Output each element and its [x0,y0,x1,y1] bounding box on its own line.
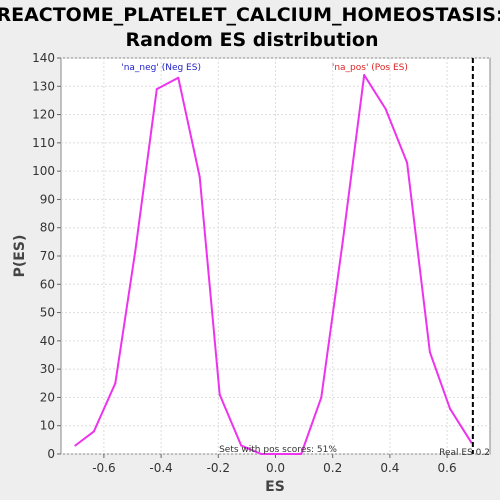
y-tick-label: 70 [40,249,55,263]
chart-title: REACTOME_PLATELET_CALCIUM_HOMEOSTASIS: [0,4,500,26]
es-data-point [240,444,243,447]
es-data-point [134,249,137,252]
chart-subtitle: Random ES distribution [125,29,378,51]
x-tick-label: 0.6 [438,461,457,475]
x-tick-label: -0.6 [92,461,115,475]
pos-scores-note: Sets with pos scores: 51% [219,445,337,455]
es-data-point [92,430,95,433]
y-tick-label: 90 [40,192,55,206]
neg-es-annotation: 'na_neg' (Neg ES) [121,63,201,73]
es-data-point [406,161,409,164]
y-axis-ticks: 0 10 20 30 40 50 60 70 80 90 100 110 120 130 140 [32,51,61,461]
es-data-point [155,88,158,91]
y-tick-label: 80 [40,221,55,235]
y-tick-label: 20 [40,390,55,404]
y-tick-label: 30 [40,362,55,376]
y-tick-label: 40 [40,334,55,348]
x-tick-label: -0.2 [207,461,230,475]
y-tick-label: 110 [32,136,55,150]
x-tick-label: 0.4 [380,461,399,475]
es-data-point [363,73,366,76]
es-data-point [177,76,180,79]
es-data-point [320,396,323,399]
x-tick-label: -0.4 [149,461,172,475]
es-data-point [341,240,344,243]
es-data-point [218,393,221,396]
x-axis-ticks: -0.6 -0.4 -0.2 0.0 0.2 0.4 0.6 [92,454,457,475]
y-tick-label: 120 [32,108,55,122]
series-group [74,73,473,455]
y-tick-label: 130 [32,79,55,93]
es-data-point [114,382,117,385]
es-data-point [198,175,201,178]
x-tick-label: 0.0 [266,461,285,475]
x-tick-label: 0.2 [323,461,342,475]
x-axis-label: ES [265,479,285,495]
y-tick-label: 100 [32,164,55,178]
y-tick-label: 60 [40,277,55,291]
y-tick-label: 0 [47,447,55,461]
es-data-point [300,453,303,455]
y-tick-label: 50 [40,306,55,320]
es-data-point [448,407,451,410]
es-series-line [74,74,473,455]
real-es-label: Real ES 0.2 [439,448,490,458]
es-data-point [428,351,431,354]
y-axis-label: P(ES) [12,235,28,278]
es-data-point [74,444,77,447]
es-data-point [280,453,283,455]
y-tick-label: 10 [40,419,55,433]
es-data-point [384,107,387,110]
y-tick-label: 140 [32,51,55,65]
pos-es-annotation: 'na_pos' (Pos ES) [332,63,408,73]
es-data-point [260,453,263,455]
